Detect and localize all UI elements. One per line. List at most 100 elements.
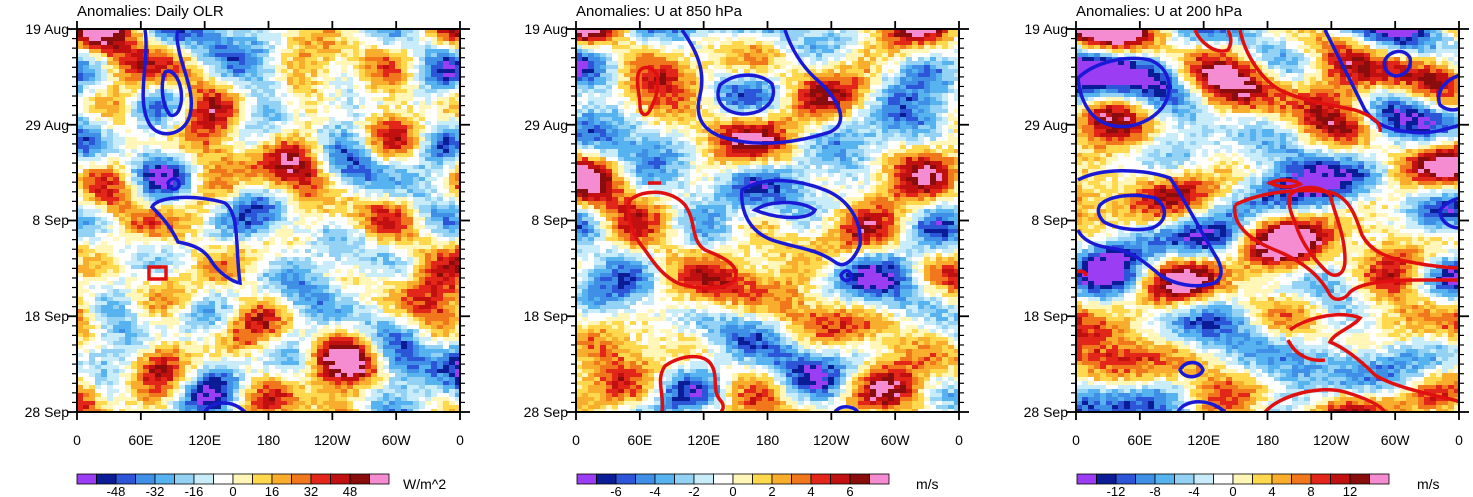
heatmap-cell <box>251 41 258 46</box>
heatmap-cell <box>125 337 132 342</box>
heatmap-cell <box>371 117 378 122</box>
heatmap-cell <box>413 125 420 130</box>
heatmap-cell <box>323 169 330 174</box>
heatmap-cell <box>401 213 408 218</box>
heatmap-cell <box>173 249 180 254</box>
heatmap-cell <box>377 93 384 98</box>
heatmap-cell <box>215 145 222 150</box>
heatmap-cell <box>359 173 366 178</box>
heatmap-cell <box>281 157 288 162</box>
heatmap-cell <box>431 261 438 266</box>
heatmap-cell <box>179 261 186 266</box>
heatmap-cell <box>437 241 444 246</box>
heatmap-cell <box>371 69 378 74</box>
heatmap-cell <box>161 109 168 114</box>
heatmap-cell <box>227 201 234 206</box>
heatmap-cell <box>275 301 282 306</box>
heatmap-cell <box>143 269 150 274</box>
heatmap-cell <box>449 293 456 298</box>
heatmap-cell <box>209 61 216 66</box>
heatmap-cell <box>347 185 354 190</box>
heatmap-cell <box>275 213 282 218</box>
heatmap-cell <box>95 245 102 250</box>
heatmap-cell <box>125 93 132 98</box>
heatmap-cell <box>227 213 234 218</box>
heatmap-cell <box>251 249 258 254</box>
heatmap-cell <box>425 237 432 242</box>
heatmap-cell <box>293 289 300 294</box>
heatmap-cell <box>227 145 234 150</box>
heatmap-cell <box>239 329 246 334</box>
heatmap-cell <box>377 33 384 38</box>
heatmap-cell <box>287 153 294 158</box>
heatmap-cell <box>281 317 288 322</box>
heatmap-cell <box>137 257 144 262</box>
heatmap-cell <box>221 193 228 198</box>
heatmap-cell <box>227 253 234 258</box>
heatmap-cell <box>281 337 288 342</box>
heatmap-cell <box>233 157 240 162</box>
heatmap-cell <box>443 281 450 286</box>
heatmap-cell <box>449 101 456 106</box>
heatmap-cell <box>407 109 414 114</box>
heatmap-cell <box>155 169 162 174</box>
heatmap-cell <box>179 253 186 258</box>
heatmap-cell <box>275 109 282 114</box>
heatmap-cell <box>239 297 246 302</box>
heatmap-cell <box>383 237 390 242</box>
heatmap-cell <box>365 329 372 334</box>
heatmap-cell <box>359 93 366 98</box>
heatmap-cell <box>365 153 372 158</box>
heatmap-cell <box>83 293 90 298</box>
heatmap-cell <box>431 37 438 42</box>
heatmap-cell <box>281 141 288 146</box>
heatmap-cell <box>359 125 366 130</box>
heatmap-cell <box>161 65 168 70</box>
heatmap-cell <box>143 241 150 246</box>
heatmap-cell <box>443 125 450 130</box>
heatmap-cell <box>437 121 444 126</box>
heatmap-cell <box>191 105 198 110</box>
heatmap-cell <box>449 325 456 330</box>
heatmap-cell <box>449 145 456 150</box>
heatmap-cell <box>443 245 450 250</box>
heatmap-cell <box>95 321 102 326</box>
heatmap-cell <box>227 101 234 106</box>
heatmap-cell <box>179 129 186 134</box>
heatmap-cell <box>131 165 138 170</box>
heatmap-cell <box>191 201 198 206</box>
heatmap-cell <box>119 201 126 206</box>
heatmap-cell <box>155 185 162 190</box>
heatmap-cell <box>227 273 234 278</box>
heatmap-cell <box>335 153 342 158</box>
heatmap-cell <box>137 165 144 170</box>
heatmap-cell <box>281 289 288 294</box>
heatmap-cell <box>257 33 264 38</box>
heatmap-cell <box>215 157 222 162</box>
heatmap-cell <box>407 53 414 58</box>
heatmap-cell <box>101 313 108 318</box>
heatmap-cell <box>263 161 270 166</box>
heatmap-cell <box>425 269 432 274</box>
heatmap-cell <box>347 201 354 206</box>
heatmap-cell <box>125 85 132 90</box>
heatmap-cell <box>125 229 132 234</box>
heatmap-cell <box>437 105 444 110</box>
heatmap-cell <box>131 241 138 246</box>
heatmap-cell <box>131 33 138 38</box>
heatmap-cell <box>275 133 282 138</box>
heatmap-cell <box>347 53 354 58</box>
heatmap-cell <box>167 213 174 218</box>
heatmap-cell <box>215 73 222 78</box>
heatmap-cell <box>437 53 444 58</box>
heatmap-cell <box>443 221 450 226</box>
heatmap-cell <box>329 157 336 162</box>
heatmap-cell <box>185 29 192 34</box>
heatmap-cell <box>89 281 96 286</box>
heatmap-cell <box>353 325 360 330</box>
heatmap-cell <box>245 217 252 222</box>
heatmap-cell <box>311 321 318 326</box>
heatmap-cell <box>275 177 282 182</box>
heatmap-cell <box>425 293 432 298</box>
heatmap-cell <box>365 69 372 74</box>
